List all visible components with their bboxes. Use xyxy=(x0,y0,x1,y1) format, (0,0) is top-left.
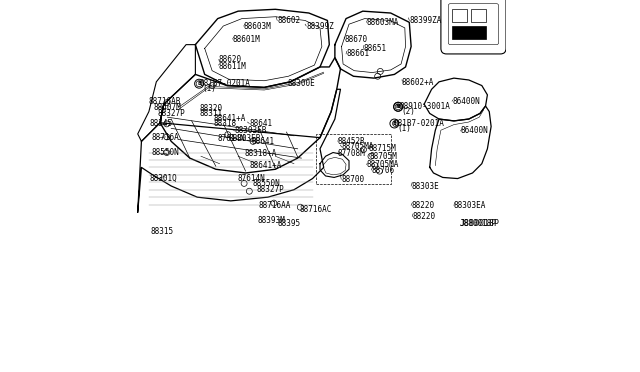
Text: N: N xyxy=(396,104,400,109)
Text: 88327P: 88327P xyxy=(257,185,285,194)
Text: 88327P: 88327P xyxy=(157,109,185,118)
Text: 88452R: 88452R xyxy=(338,137,365,146)
Text: 88303E: 88303E xyxy=(411,182,439,190)
Text: B: B xyxy=(197,81,201,86)
Text: B: B xyxy=(396,104,400,109)
Text: 88602: 88602 xyxy=(277,16,300,25)
Text: 88700: 88700 xyxy=(341,175,364,184)
Text: 87614N: 87614N xyxy=(218,134,246,143)
Text: 88345: 88345 xyxy=(150,119,173,128)
Text: (1): (1) xyxy=(397,124,412,133)
Text: 88641: 88641 xyxy=(251,137,275,146)
Text: 88311: 88311 xyxy=(199,109,222,118)
Text: 88706: 88706 xyxy=(371,166,394,174)
Text: (1): (1) xyxy=(203,84,217,93)
Text: 88651: 88651 xyxy=(364,44,387,53)
Text: 88393M: 88393M xyxy=(257,216,285,225)
Text: 88602+A: 88602+A xyxy=(402,78,434,87)
Text: 88395: 88395 xyxy=(277,219,300,228)
Text: 081B7-0201A: 081B7-0201A xyxy=(199,79,250,88)
Text: 86400N: 86400N xyxy=(461,126,488,135)
Bar xyxy=(452,26,486,39)
Text: 88407M: 88407M xyxy=(154,103,181,112)
Text: 88300E: 88300E xyxy=(287,79,315,88)
Text: 88320: 88320 xyxy=(199,104,222,113)
Text: 88641+A: 88641+A xyxy=(250,161,282,170)
Text: 88303EB: 88303EB xyxy=(229,134,261,143)
Bar xyxy=(470,9,486,22)
Text: 88550N: 88550N xyxy=(152,148,180,157)
Text: 88641+A: 88641+A xyxy=(214,114,246,123)
Text: B: B xyxy=(392,121,396,126)
Text: 88611M: 88611M xyxy=(218,62,246,71)
Text: 88670: 88670 xyxy=(345,35,368,44)
Text: 88399Z: 88399Z xyxy=(306,22,334,31)
Text: 081B7-0201A: 081B7-0201A xyxy=(394,119,445,128)
Text: 88716AB: 88716AB xyxy=(148,97,180,106)
Bar xyxy=(316,134,390,184)
Text: 88716AA: 88716AA xyxy=(259,201,291,210)
Text: 88220: 88220 xyxy=(412,212,435,221)
Text: 88715M: 88715M xyxy=(369,144,396,153)
Text: 88220: 88220 xyxy=(411,201,435,210)
Text: 88318: 88318 xyxy=(214,119,237,128)
Text: 88603MA: 88603MA xyxy=(367,18,399,27)
Text: 88318+A: 88318+A xyxy=(245,149,277,158)
Text: 88603M: 88603M xyxy=(244,22,271,31)
Text: 88716A: 88716A xyxy=(152,133,180,142)
Text: 88661: 88661 xyxy=(346,49,369,58)
Text: J880018P: J880018P xyxy=(460,219,497,228)
Text: 88550N: 88550N xyxy=(252,179,280,188)
Text: 88601M: 88601M xyxy=(232,35,260,44)
Text: 88705M: 88705M xyxy=(369,152,397,161)
Text: 88716AC: 88716AC xyxy=(300,205,332,214)
Text: 88303EA: 88303EA xyxy=(454,201,486,210)
Text: 88705MA: 88705MA xyxy=(342,142,374,151)
Text: 86400N: 86400N xyxy=(452,97,480,106)
Bar xyxy=(452,9,467,22)
Text: 88620: 88620 xyxy=(219,55,242,64)
Text: 88705MA: 88705MA xyxy=(367,160,399,169)
Text: 88641: 88641 xyxy=(250,119,273,128)
Text: 08910-3001A: 08910-3001A xyxy=(400,102,451,110)
Text: (2): (2) xyxy=(402,107,416,116)
Text: 87614N: 87614N xyxy=(237,174,265,183)
Text: 88315: 88315 xyxy=(151,227,174,236)
Text: 88399ZA: 88399ZA xyxy=(410,16,442,25)
Text: 87708M: 87708M xyxy=(338,149,365,158)
Text: 88301Q: 88301Q xyxy=(150,174,177,183)
Text: J880018P: J880018P xyxy=(460,219,499,228)
Text: 88303EB: 88303EB xyxy=(234,126,267,135)
